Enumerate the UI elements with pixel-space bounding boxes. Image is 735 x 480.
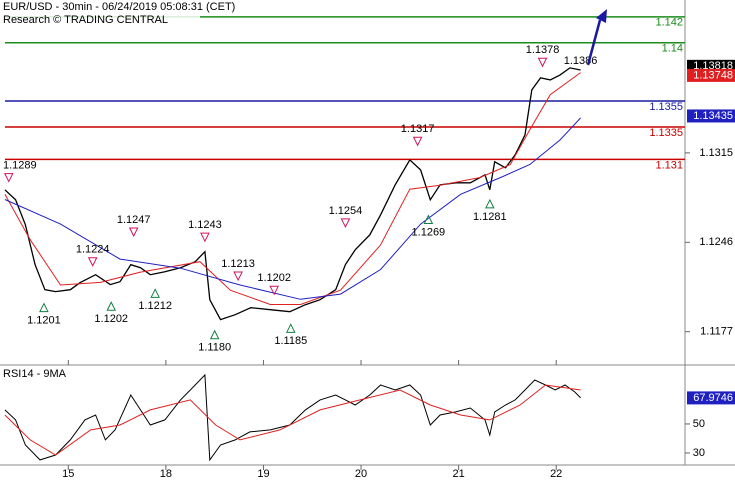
swing-low-label: 1.1201 xyxy=(27,314,61,326)
price-tag xyxy=(687,68,735,82)
price-tag-label: 1.13748 xyxy=(693,69,733,81)
title-bg xyxy=(0,0,200,27)
swing-high-label: 1.1243 xyxy=(188,219,222,231)
moving-average xyxy=(4,72,581,305)
y-tick-label: 1.1315 xyxy=(699,147,733,159)
swing-low-marker xyxy=(209,329,220,340)
swing-low-marker xyxy=(485,198,495,209)
level-label: 1.142 xyxy=(655,17,683,29)
swing-high-label: 1.1378 xyxy=(526,44,560,56)
swing-high-label: 1.1289 xyxy=(3,159,37,171)
swing-high-marker xyxy=(200,232,210,243)
swing-high-label: 1.1247 xyxy=(117,214,151,226)
swing-low-marker xyxy=(39,302,49,313)
swing-low-marker xyxy=(285,323,296,333)
swing-high-marker xyxy=(233,271,243,282)
rsi-ma-line xyxy=(4,384,581,456)
x-tick-label: 19 xyxy=(257,468,269,480)
swing-low-label: 1.1185 xyxy=(274,335,307,347)
y-tick-label: 1.1177 xyxy=(700,326,733,338)
swing-low-label: 1.1269 xyxy=(412,226,446,238)
level-annotation: 1.1386 xyxy=(564,55,598,67)
rsi-line xyxy=(4,373,581,462)
swing-low-label: 1.1281 xyxy=(473,211,507,223)
swing-high-marker xyxy=(128,227,139,238)
swing-high-marker xyxy=(537,57,548,68)
swing-high-marker xyxy=(3,173,14,183)
forecast-arrow xyxy=(586,19,602,66)
level-label: 1.1355 xyxy=(649,101,683,113)
level-label: 1.14 xyxy=(662,43,683,55)
x-tick-label: 22 xyxy=(550,468,562,480)
x-tick-label: 15 xyxy=(62,468,74,480)
level-label: 1.131 xyxy=(655,159,683,171)
y-tick-label: 50 xyxy=(693,418,705,430)
swing-low-marker xyxy=(106,301,117,311)
level-label: 1.1335 xyxy=(649,127,683,139)
swing-high-label: 1.1213 xyxy=(221,258,255,270)
swing-high-label: 1.1317 xyxy=(401,123,435,135)
swing-high-label: 1.1202 xyxy=(257,272,291,284)
x-tick-label: 20 xyxy=(355,468,367,480)
moving-average xyxy=(4,117,581,300)
swing-high-label: 1.1224 xyxy=(76,244,110,256)
x-tick-label: 18 xyxy=(160,468,172,480)
swing-high-marker xyxy=(269,285,280,296)
y-tick-label: 1.1246 xyxy=(699,236,733,248)
rsi-tag-label: 67.9746 xyxy=(693,392,733,404)
price-tag xyxy=(687,109,735,123)
rsi-title: RSI14 - 9MA xyxy=(3,368,67,380)
swing-low-label: 1.1212 xyxy=(138,300,172,312)
price-tag-label: 1.13435 xyxy=(693,110,733,122)
rsi-tag xyxy=(687,391,735,405)
chart-subtitle: Research © TRADING CENTRAL xyxy=(3,14,168,26)
swing-high-marker xyxy=(340,218,351,229)
swing-low-marker xyxy=(423,214,434,224)
swing-high-label: 1.1254 xyxy=(329,205,363,217)
swing-high-marker xyxy=(412,136,423,147)
swing-low-marker xyxy=(150,288,160,298)
chart-title: EUR/USD - 30min - 06/24/2019 05:08:31 (C… xyxy=(3,1,235,13)
forecast-arrow-head xyxy=(596,9,607,23)
swing-low-label: 1.1202 xyxy=(94,313,128,325)
plot: 15 18 19 20 21 22 1.1177 1.1246 1.1315 1.142 1.14 1… xyxy=(3,16,735,480)
y-tick-label: 30 xyxy=(693,447,705,459)
x-tick-label: 21 xyxy=(452,468,464,480)
swing-low-label: 1.1180 xyxy=(198,342,231,354)
swing-high-marker xyxy=(87,257,98,267)
